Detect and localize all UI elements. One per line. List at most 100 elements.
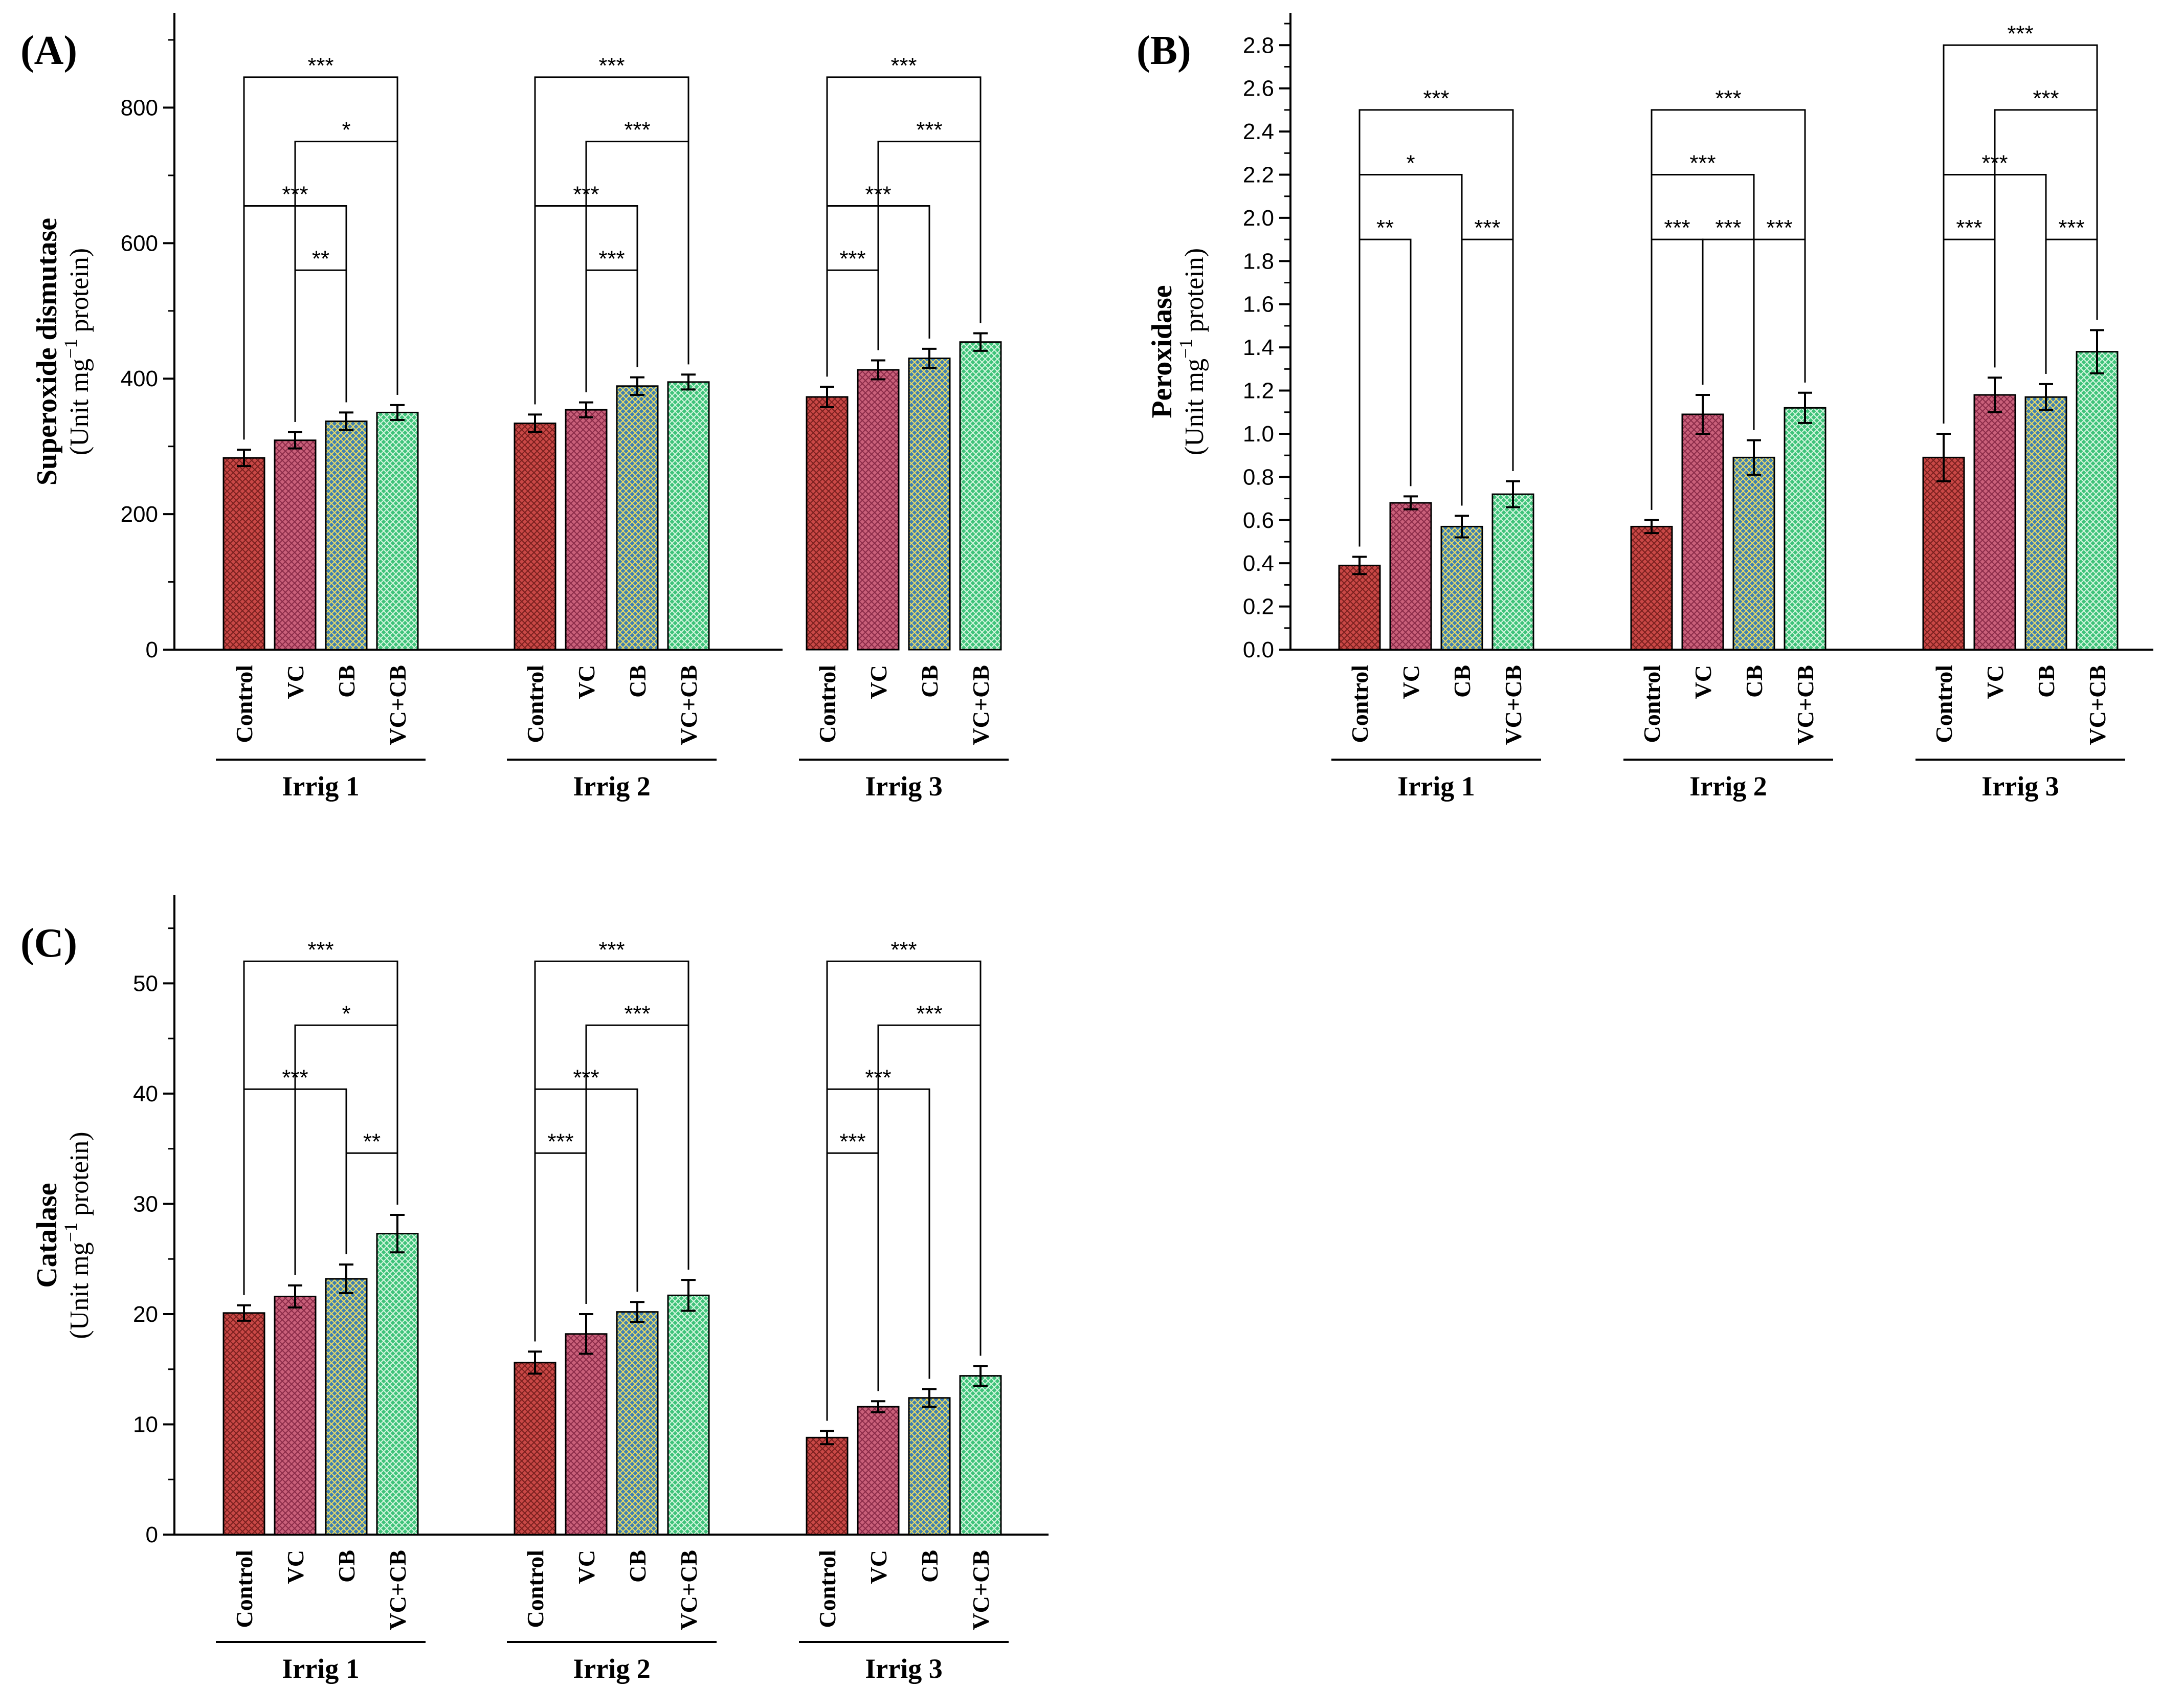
panel-a-superoxide-dismutase: (A) 0 200 400 600 800 Superoxide dismutase (Uni… [20,13,1009,802]
significance-stars: *** [1689,151,1716,176]
significance-stars: *** [2007,21,2033,46]
bar-vc [857,369,900,651]
category-label-cb: CB [333,665,360,698]
bar-vc-plus-cb [667,1294,710,1536]
bar-cb [908,357,951,651]
bar-control [222,457,265,651]
significance-stars: ** [363,1129,381,1154]
group-label: Irrig 3 [1981,771,2059,802]
bracket-line [826,960,982,1421]
bar-vc [1389,502,1432,651]
bar-vc-plus-cb [2076,351,2119,651]
bar-vc [1973,394,2016,651]
panel-label: (B) [1137,28,1191,73]
bar-vc-plus-cb [959,1375,1002,1536]
bar-cb [1440,525,1483,651]
bar-vc-plus-cb [1784,407,1826,651]
significance-stars: *** [282,1065,308,1090]
group-irrig-3: Control VC CB VC+CB Irrig 3 *** *** *** *** [799,53,1009,802]
y-axis-unit: (Unit mg−1 protein) [60,248,94,455]
significance-bracket: ** [345,1129,398,1254]
significance-stars: *** [1956,215,1982,240]
significance-stars: *** [624,118,650,143]
significance-stars: *** [839,1129,865,1154]
significance-stars: *** [573,1065,599,1090]
category-label-vc: VC [573,1550,599,1584]
significance-stars: *** [916,1001,942,1026]
significance-stars: *** [890,53,917,78]
category-label-cb: CB [625,1550,651,1583]
bracket-line [826,269,879,377]
group-label: Irrig 1 [282,1653,359,1684]
bar-vc [274,1295,317,1536]
significance-stars: *** [547,1129,573,1154]
category-label-control: Control [814,665,840,743]
group-irrig-2: Control VC CB VC+CB Irrig 2 *** *** *** *** [507,937,717,1684]
category-label-vc: VC [1690,665,1716,699]
significance-stars: *** [573,182,599,207]
bar-control [514,1362,556,1536]
y-axis-unit-pre: (Unit mg [65,359,94,455]
significance-stars: *** [1715,86,1741,111]
bracket-line [2045,238,2098,374]
group-label: Irrig 3 [865,1653,942,1684]
significance-stars: *** [2058,215,2084,240]
significance-stars: ** [1376,215,1394,240]
significance-stars: * [342,118,350,143]
bar-vc-plus-cb [667,381,710,651]
category-label-control: Control [522,1550,548,1628]
category-label-control: Control [1931,665,1957,743]
significance-bracket: *** [1753,215,1806,430]
group-irrig-2: Control VC CB VC+CB Irrig 2 *** *** *** *** [507,53,717,802]
category-label-vc-plus-cb: VC+CB [1792,665,1818,745]
group-label: Irrig 3 [865,771,942,802]
panel-label: (C) [20,921,77,966]
category-label-vc-plus-cb: VC+CB [968,1550,994,1630]
y-tick-label: 1.6 [1243,292,1274,317]
y-tick-label: 400 [121,366,158,391]
significance-stars: *** [624,1001,650,1026]
y-axis-unit-post: protein) [1180,248,1209,339]
bracket-line [1358,238,1412,547]
group-label: Irrig 2 [1689,771,1767,802]
significance-stars: *** [598,937,625,962]
significance-bracket: *** [1702,215,1755,430]
bar-vc-plus-cb [1491,493,1534,651]
category-label-cb: CB [1449,665,1475,698]
bar-vc-plus-cb [376,1233,419,1536]
bar-cb [2024,396,2067,651]
y-tick-label: 1.2 [1243,379,1274,404]
bracket-line [1753,238,1806,430]
bar-control [1338,564,1381,651]
category-label-vc-plus-cb: VC+CB [676,1550,702,1630]
panel-b-peroxidase: (B) 0.0 0.2 0.4 0.6 0.8 1.0 1.2 1.4 1.6 1.8 2.0 2.2 2… [1137,13,2153,802]
significance-bracket: *** [877,118,982,350]
category-label-vc: VC [1982,665,2008,699]
bar-control [806,1436,849,1536]
y-tick-label: 2.2 [1243,163,1274,188]
significance-stars: *** [1664,215,1690,240]
group-irrig-3: Control VC CB VC+CB Irrig 3 *** *** *** *** *** [1915,21,2125,802]
category-label-cb: CB [917,665,943,698]
significance-bracket: *** [826,937,982,1421]
bar-vc-plus-cb [959,341,1002,651]
bracket-line [1702,238,1755,430]
category-label-cb: CB [625,665,651,698]
bracket-line [826,1152,879,1421]
bar-cb [325,420,368,651]
y-tick-label: 2.8 [1243,33,1274,58]
bracket-line [1994,109,2098,368]
significance-stars: *** [307,937,333,962]
bar-vc [565,409,608,651]
category-label-control: Control [1347,665,1373,743]
significance-stars: *** [865,1065,891,1090]
y-tick-label: 50 [133,971,158,996]
significance-stars: *** [2033,86,2059,111]
y-axis-unit-pre: (Unit mg [1180,359,1209,455]
y-tick-label: 2.6 [1243,76,1274,101]
y-tick-label: 0.2 [1243,594,1274,619]
group-label: Irrig 1 [1397,771,1475,802]
